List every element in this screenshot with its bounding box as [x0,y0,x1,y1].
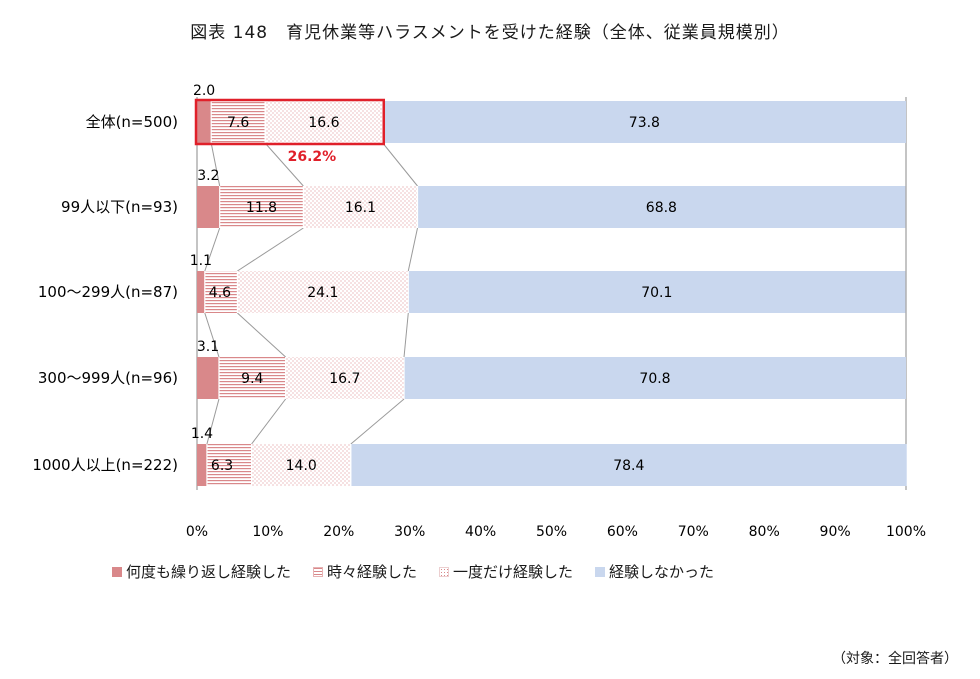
connector-line [350,398,405,445]
data-label: 14.0 [286,458,317,474]
data-label: 11.8 [246,200,277,216]
connector-line [251,398,287,445]
x-tick-label: 60% [607,524,638,540]
bar-segment-sometimes [206,444,252,486]
data-label: 1.4 [191,426,213,442]
connector-line [237,227,304,272]
connector-line [407,227,418,272]
connector-line [382,142,418,187]
bar-segment-repeated [197,357,219,399]
data-label: 78.4 [613,458,644,474]
data-label: 24.1 [307,285,338,301]
data-label: 16.7 [329,371,360,387]
bar-segment-once [251,444,351,486]
source-note: （対象：全回答者） [832,651,958,667]
bar-segment-repeated [197,186,220,228]
legend-label: 一度だけ経験した [453,563,574,581]
data-label: 7.6 [227,115,249,131]
bar-segment-never [417,186,906,228]
data-label: 3.1 [197,339,219,355]
bar-segment-never [404,357,906,399]
bar-segment-repeated [197,444,207,486]
bar-segment-once [285,357,405,399]
x-tick-label: 0% [186,524,208,540]
bar-segment-repeated [197,271,205,313]
data-label: 70.1 [641,285,672,301]
x-tick-label: 30% [394,524,425,540]
chart-title: 図表 148 育児休業等ハラスメントを受けた経験（全体、従業員規模別） [190,23,790,43]
legend-label: 時々経験した [327,563,418,581]
legend-swatch-once [439,566,450,577]
data-label: 2.0 [193,83,215,99]
category-label: 1000人以上(n=222) [32,456,178,474]
connector-line [237,312,286,358]
x-tick-label: 90% [820,524,851,540]
connector-line [210,142,221,187]
data-label: 16.1 [345,200,376,216]
bar-segment-once [237,271,409,313]
bar-segment-once [265,101,383,143]
bar-segment-repeated [197,101,212,143]
annotation-total: 26.2% [288,149,337,165]
category-label: 300～999人(n=96) [38,369,178,387]
legend-label: 経験しなかった [609,563,715,581]
bar-segment-sometimes [211,101,266,143]
data-label: 16.6 [308,115,339,131]
bar-segment-never [408,271,906,313]
connector-line [264,142,304,187]
legend-item-sometimes: 時々経験した [313,561,417,582]
x-tick-label: 80% [749,524,780,540]
data-label: 68.8 [646,200,677,216]
bar-segment-never [350,444,907,486]
legend-label: 何度も繰り返し経験した [126,563,292,581]
legend-swatch-never [595,566,606,577]
connector-line [206,398,220,445]
x-tick-label: 10% [252,524,283,540]
legend: 何度も繰り返し経験した 時々経験した 一度だけ経験した 経験しなかった [112,561,714,582]
data-label: 73.8 [629,115,660,131]
bar-segment-once [303,186,418,228]
data-label: 6.3 [211,458,233,474]
legend-item-never: 経験しなかった [595,561,714,582]
connector-line [403,312,409,358]
x-tick-label: 20% [323,524,354,540]
x-tick-label: 100% [886,524,926,540]
highlight-box [194,98,386,146]
category-label: 100～299人(n=87) [38,283,178,301]
legend-swatch-sometimes [313,566,324,577]
connector-line [204,227,221,272]
bar-segment-sometimes [219,186,304,228]
data-label: 9.4 [241,371,263,387]
x-tick-label: 70% [678,524,709,540]
data-label: 1.1 [190,253,212,269]
x-tick-label: 50% [536,524,567,540]
bar-segment-sometimes [204,271,238,313]
bar-segment-never [382,101,906,143]
category-label: 99人以下(n=93) [61,198,178,216]
category-label: 全体(n=500) [86,113,178,131]
legend-swatch-repeated [112,566,122,577]
data-label: 4.6 [209,285,231,301]
data-label: 70.8 [639,371,670,387]
legend-item-once: 一度だけ経験した [439,561,573,582]
x-tick-label: 40% [465,524,496,540]
connector-line [204,312,220,358]
data-label: 3.2 [197,168,219,184]
legend-item-repeated: 何度も繰り返し経験した [112,561,291,582]
bar-segment-sometimes [218,357,286,399]
